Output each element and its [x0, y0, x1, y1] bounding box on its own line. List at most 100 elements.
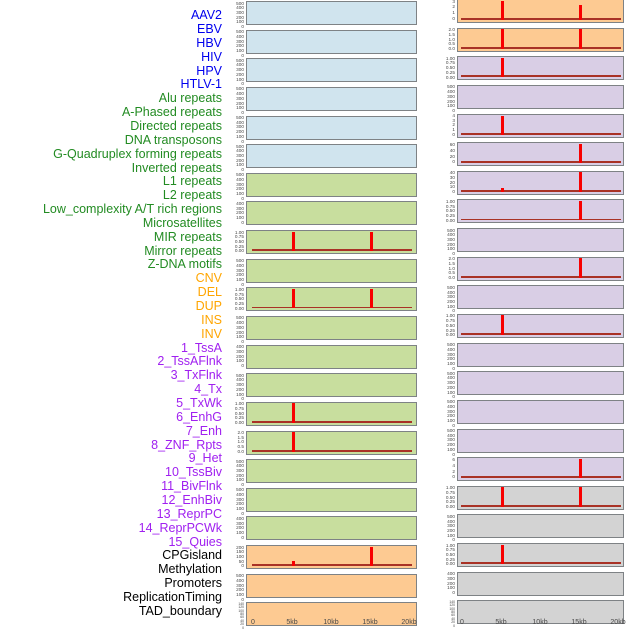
y-tick-label: 200 — [236, 353, 244, 359]
feature-label: 14_ReprPCWk — [138, 520, 222, 535]
y-tick-label: 200 — [447, 98, 455, 104]
signal-spike — [500, 315, 504, 335]
y-tick-label: 100 — [447, 246, 455, 252]
y-axis-ticks: 40 30 20 10 0 — [433, 171, 455, 194]
y-tick-label: 400 — [447, 571, 455, 577]
y-axis-ticks: 1.00 0.75 0.50 0.25 0.00 — [222, 402, 244, 425]
y-tick-label: 500 — [236, 86, 244, 92]
track-panel — [457, 27, 624, 52]
y-tick-label: 1.5 — [448, 260, 455, 266]
y-tick-label: 300 — [236, 582, 244, 588]
feature-label: EBV — [196, 21, 222, 36]
y-tick-label: 0 — [241, 510, 244, 516]
y-tick-label: 100 — [447, 303, 455, 309]
track-panel — [457, 514, 624, 539]
feature-label: TAD_boundary — [138, 603, 222, 618]
y-tick-label: 10 — [449, 184, 455, 190]
track-panel — [457, 428, 624, 453]
y-axis-ticks: 500 400 300 200 100 0 — [433, 228, 455, 256]
y-tick-label: 0.75 — [445, 547, 455, 553]
y-tick-label: 40 — [449, 170, 455, 176]
y-tick-label: 100 — [236, 133, 244, 139]
y-axis-ticks: 500 400 300 200 100 0 — [222, 1, 244, 29]
y-tick-label: 200 — [236, 587, 244, 593]
y-axis-ticks: 2.0 1.5 1.0 0.5 0.0 — [222, 430, 244, 453]
y-tick-label: 50 — [238, 558, 244, 564]
y-tick-label: 0 — [452, 159, 455, 165]
x-axis-tick-label: 15kb — [571, 618, 587, 626]
feature-label: 4_Tx — [194, 382, 222, 397]
y-tick-label: 0 — [452, 107, 455, 113]
y-tick-label: 4 — [452, 462, 455, 468]
y-tick-label: 100 — [236, 76, 244, 82]
feature-label: CPGisland — [162, 548, 222, 563]
y-tick-label: 0 — [452, 451, 455, 457]
y-tick-label: 0.5 — [237, 444, 244, 450]
y-axis-ticks: 1.00 0.75 0.50 0.25 0.00 — [433, 314, 455, 337]
y-tick-label: 500 — [236, 172, 244, 178]
y-axis-ticks: 500 400 300 200 100 0 — [433, 514, 455, 542]
y-axis-ticks: 1.00 0.75 0.50 0.25 0.00 — [222, 287, 244, 310]
y-tick-label: 120 — [238, 605, 244, 610]
y-tick-label: 0 — [241, 396, 244, 402]
y-tick-label: 140 — [449, 599, 455, 604]
signal-spike — [500, 0, 504, 20]
y-axis-ticks: 1.00 0.75 0.50 0.25 0.00 — [433, 55, 455, 80]
track-panel — [246, 545, 417, 570]
signal-spike — [291, 231, 295, 252]
y-tick-label: 400 — [447, 232, 455, 238]
y-tick-label: 0.00 — [445, 504, 455, 510]
y-tick-label: 0 — [453, 623, 455, 628]
y-tick-label: 400 — [236, 320, 244, 326]
y-tick-label: 100 — [236, 47, 244, 53]
y-tick-label: 1.00 — [445, 55, 455, 61]
track-panel — [246, 58, 417, 83]
x-axis-tick-label: 15kb — [362, 618, 378, 626]
y-tick-label: 40 — [240, 618, 244, 623]
track-panel — [457, 342, 624, 367]
feature-label: L1 repeats — [162, 174, 222, 189]
y-axis-ticks: 200 150 100 50 0 — [222, 544, 244, 568]
y-tick-label: 0.5 — [448, 270, 455, 276]
y-tick-label: 0 — [452, 394, 455, 400]
y-tick-label: 200 — [236, 210, 244, 216]
y-tick-label: 0 — [452, 16, 455, 22]
y-tick-label: 0.75 — [445, 60, 455, 66]
y-tick-label: 400 — [236, 377, 244, 383]
track-panel — [246, 573, 417, 598]
y-tick-label: 200 — [236, 544, 244, 550]
y-tick-label: 0.25 — [445, 327, 455, 333]
y-tick-label: 100 — [236, 334, 244, 340]
y-tick-label: 300 — [447, 575, 455, 581]
y-tick-label: 300 — [236, 181, 244, 187]
x-axis-tick-label: 20kb — [610, 618, 626, 626]
y-tick-label: 0 — [452, 131, 455, 137]
y-axis-ticks: 1.00 0.75 0.50 0.25 0.00 — [433, 543, 455, 566]
signal-baseline — [461, 132, 621, 135]
feature-label: Inverted repeats — [131, 160, 222, 175]
y-tick-label: 300 — [447, 380, 455, 386]
y-tick-label: 0.00 — [445, 74, 455, 80]
y-tick-label: 120 — [449, 603, 455, 608]
signal-spike — [578, 172, 582, 192]
y-tick-label: 500 — [447, 370, 455, 376]
track-panel — [457, 571, 624, 596]
y-tick-label: 0.50 — [445, 65, 455, 71]
y-tick-label: 0 — [241, 167, 244, 173]
y-tick-label: 0 — [241, 195, 244, 201]
feature-label: A-Phased repeats — [121, 105, 222, 120]
signal-spike — [578, 5, 582, 20]
track-panel — [457, 371, 624, 396]
track-panel — [246, 144, 417, 169]
y-tick-label: 80 — [451, 610, 455, 615]
y-tick-label: 0.50 — [445, 322, 455, 328]
track-panel — [246, 401, 417, 426]
y-tick-label: 100 — [447, 585, 455, 591]
track-panel — [246, 201, 417, 226]
feature-label: HTLV-1 — [180, 77, 222, 92]
y-tick-label: 0.75 — [445, 318, 455, 324]
signal-baseline — [252, 421, 412, 423]
y-tick-label: 0.50 — [445, 551, 455, 557]
track-panel — [246, 459, 417, 484]
